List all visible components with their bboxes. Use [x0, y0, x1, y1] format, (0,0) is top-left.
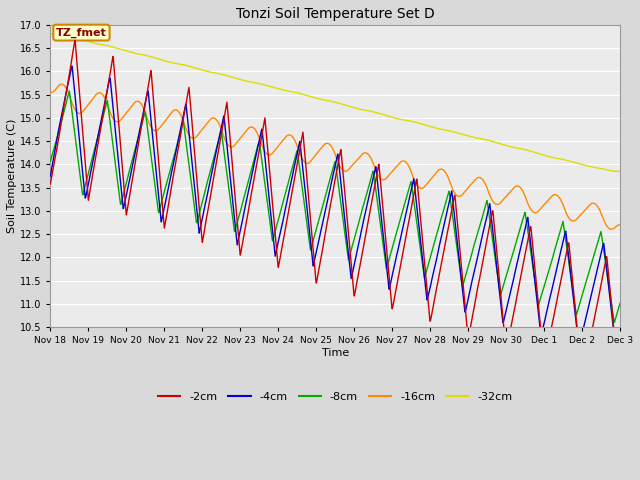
Text: TZ_fmet: TZ_fmet: [56, 27, 107, 38]
X-axis label: Time: Time: [321, 348, 349, 358]
Title: Tonzi Soil Temperature Set D: Tonzi Soil Temperature Set D: [236, 7, 435, 21]
Legend: -2cm, -4cm, -8cm, -16cm, -32cm: -2cm, -4cm, -8cm, -16cm, -32cm: [154, 387, 517, 406]
Y-axis label: Soil Temperature (C): Soil Temperature (C): [7, 119, 17, 233]
